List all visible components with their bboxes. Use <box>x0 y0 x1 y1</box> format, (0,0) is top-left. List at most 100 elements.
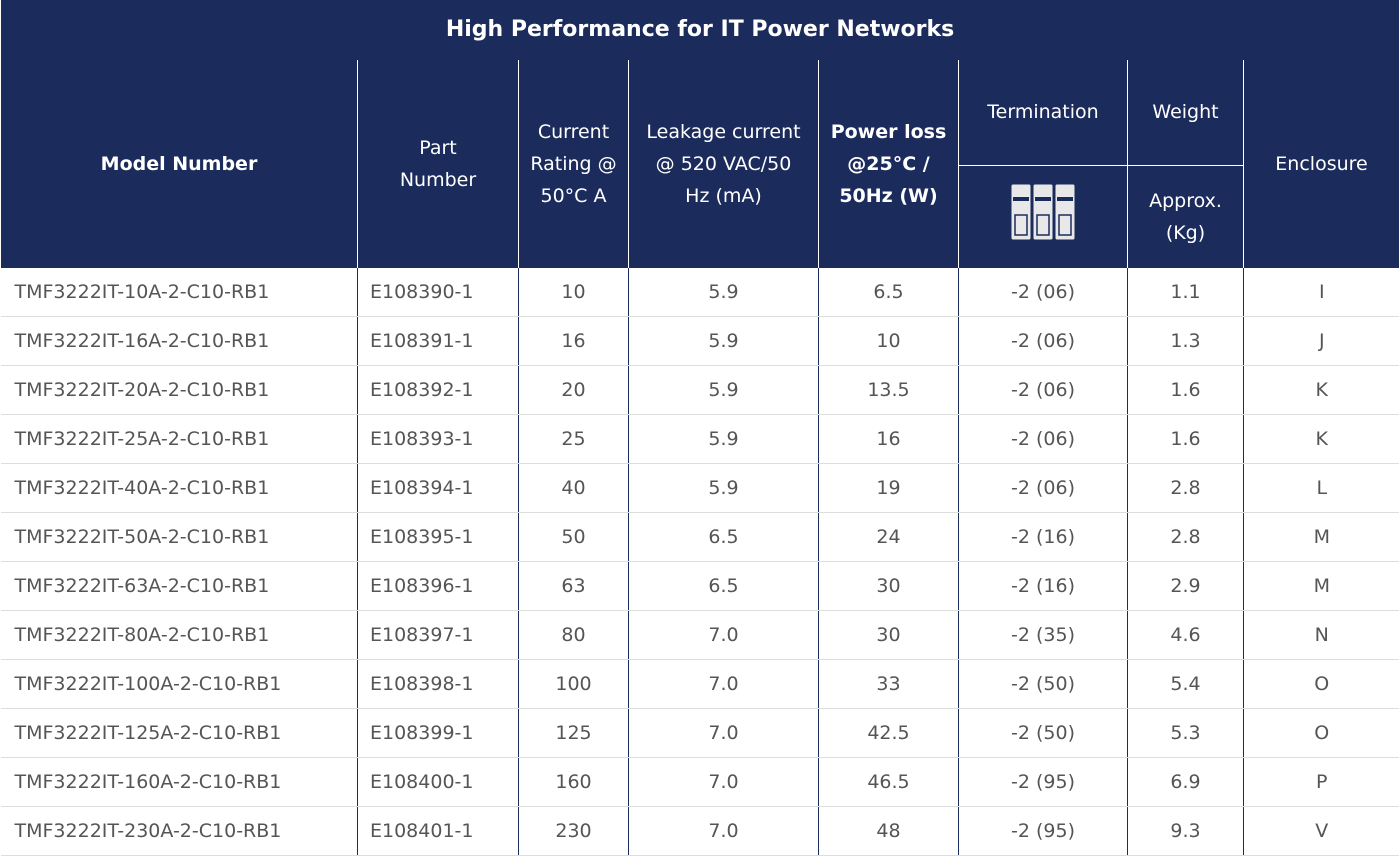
table-cell: -2 (06) <box>958 414 1128 464</box>
table-cell: M <box>1242 561 1399 611</box>
table-cell: 10 <box>818 316 959 366</box>
table-cell: -2 (35) <box>958 610 1128 660</box>
header-leakage: Leakage current @ 520 VAC/50 Hz (mA) <box>628 60 819 268</box>
table-cell: I <box>1242 268 1399 317</box>
table-cell: N <box>1242 610 1399 660</box>
table-row: TMF3222IT-160A-2-C10-RB1 E108400-1 160 7.0 4… <box>0 757 1399 807</box>
table-cell: -2 (16) <box>958 512 1128 562</box>
table-cell: 1.6 <box>1127 365 1244 415</box>
table-cell: 5.9 <box>628 414 819 464</box>
table-row: TMF3222IT-230A-2-C10-RB1 E108401-1 230 7.0 4… <box>0 806 1399 856</box>
terminal-icon <box>1010 183 1076 241</box>
table-cell: 16 <box>818 414 959 464</box>
table-cell: E108401-1 <box>357 806 519 856</box>
table-cell: TMF3222IT-160A-2-C10-RB1 <box>0 757 358 807</box>
table-cell: -2 (50) <box>958 659 1128 709</box>
table-cell: 2.8 <box>1127 463 1244 513</box>
table-cell: 1.3 <box>1127 316 1244 366</box>
table-cell: TMF3222IT-80A-2-C10-RB1 <box>0 610 358 660</box>
table-row: TMF3222IT-50A-2-C10-RB1 E108395-1 50 6.5 24-… <box>0 512 1399 562</box>
table-cell: 13.5 <box>818 365 959 415</box>
table-cell: E108392-1 <box>357 365 519 415</box>
table-cell: 7.0 <box>628 806 819 856</box>
table-cell: 48 <box>818 806 959 856</box>
table-cell: E108394-1 <box>357 463 519 513</box>
table-cell: 40 <box>518 463 629 513</box>
table-cell: L <box>1242 463 1399 513</box>
table-cell: 30 <box>818 561 959 611</box>
table-body: TMF3222IT-10A-2-C10-RB1 E108390-1 10 5.9 6.5… <box>0 268 1399 856</box>
table-cell: 24 <box>818 512 959 562</box>
table-cell: J <box>1242 316 1399 366</box>
table-cell: TMF3222IT-100A-2-C10-RB1 <box>0 659 358 709</box>
table-title: High Performance for IT Power Networks <box>0 0 1399 60</box>
header-weight-unit: Approx. (Kg) <box>1127 165 1244 268</box>
table-cell: 5.3 <box>1127 708 1244 758</box>
table-cell: TMF3222IT-10A-2-C10-RB1 <box>0 268 358 317</box>
table-cell: -2 (16) <box>958 561 1128 611</box>
table-row: TMF3222IT-25A-2-C10-RB1 E108393-1 25 5.9 16-… <box>0 414 1399 464</box>
table-cell: 42.5 <box>818 708 959 758</box>
table-cell: TMF3222IT-40A-2-C10-RB1 <box>0 463 358 513</box>
table-cell: 10 <box>518 268 629 317</box>
table-cell: 160 <box>518 757 629 807</box>
table-cell: 6.9 <box>1127 757 1244 807</box>
table-cell: E108397-1 <box>357 610 519 660</box>
table-row: TMF3222IT-125A-2-C10-RB1 E108399-1 125 7.0 4… <box>0 708 1399 758</box>
table-row: TMF3222IT-10A-2-C10-RB1 E108390-1 10 5.9 6.5… <box>0 268 1399 317</box>
table-cell: 80 <box>518 610 629 660</box>
table-cell: TMF3222IT-63A-2-C10-RB1 <box>0 561 358 611</box>
table-cell: 2.8 <box>1127 512 1244 562</box>
table-cell: -2 (50) <box>958 708 1128 758</box>
table-cell: 100 <box>518 659 629 709</box>
table-cell: -2 (06) <box>958 365 1128 415</box>
table-cell: 125 <box>518 708 629 758</box>
table-cell: 7.0 <box>628 708 819 758</box>
header-model-number: Model Number <box>0 60 358 268</box>
header-weight: Weight <box>1127 60 1244 166</box>
table-cell: E108400-1 <box>357 757 519 807</box>
table-cell: TMF3222IT-125A-2-C10-RB1 <box>0 708 358 758</box>
table-cell: 6.5 <box>628 512 819 562</box>
table-row: TMF3222IT-20A-2-C10-RB1 E108392-1 20 5.9 13.… <box>0 365 1399 415</box>
table-cell: 5.9 <box>628 316 819 366</box>
table-cell: -2 (06) <box>958 316 1128 366</box>
table-cell: 19 <box>818 463 959 513</box>
table-row: TMF3222IT-100A-2-C10-RB1 E108398-1 100 7.0 3… <box>0 659 1399 709</box>
header-enclosure: Enclosure <box>1242 60 1399 268</box>
header-termination: Termination <box>958 60 1128 166</box>
table-cell: 6.5 <box>628 561 819 611</box>
header-part-number: Part Number <box>357 60 519 268</box>
table-cell: 1.1 <box>1127 268 1244 317</box>
table-cell: E108391-1 <box>357 316 519 366</box>
table-cell: 25 <box>518 414 629 464</box>
table-cell: 5.9 <box>628 463 819 513</box>
table-cell: E108395-1 <box>357 512 519 562</box>
table-row: TMF3222IT-16A-2-C10-RB1 E108391-1 16 5.9 10-… <box>0 316 1399 366</box>
table-cell: TMF3222IT-20A-2-C10-RB1 <box>0 365 358 415</box>
table-cell: O <box>1242 659 1399 709</box>
table-cell: P <box>1242 757 1399 807</box>
table-cell: 2.9 <box>1127 561 1244 611</box>
header-power-loss: Power loss @25°C / 50Hz (W) <box>818 60 959 268</box>
table-cell: 230 <box>518 806 629 856</box>
table-cell: 50 <box>518 512 629 562</box>
table-cell: TMF3222IT-50A-2-C10-RB1 <box>0 512 358 562</box>
table-cell: O <box>1242 708 1399 758</box>
table-cell: 4.6 <box>1127 610 1244 660</box>
table-cell: -2 (06) <box>958 463 1128 513</box>
table-cell: E108390-1 <box>357 268 519 317</box>
table-cell: 7.0 <box>628 659 819 709</box>
table-cell: 6.5 <box>818 268 959 317</box>
table-row: TMF3222IT-80A-2-C10-RB1 E108397-1 80 7.0 30-… <box>0 610 1399 660</box>
table-cell: E108393-1 <box>357 414 519 464</box>
table-cell: 46.5 <box>818 757 959 807</box>
table-cell: 5.9 <box>628 365 819 415</box>
table-cell: -2 (95) <box>958 757 1128 807</box>
table-cell: -2 (95) <box>958 806 1128 856</box>
table-cell: 9.3 <box>1127 806 1244 856</box>
table-cell: 5.4 <box>1127 659 1244 709</box>
table-cell: 63 <box>518 561 629 611</box>
